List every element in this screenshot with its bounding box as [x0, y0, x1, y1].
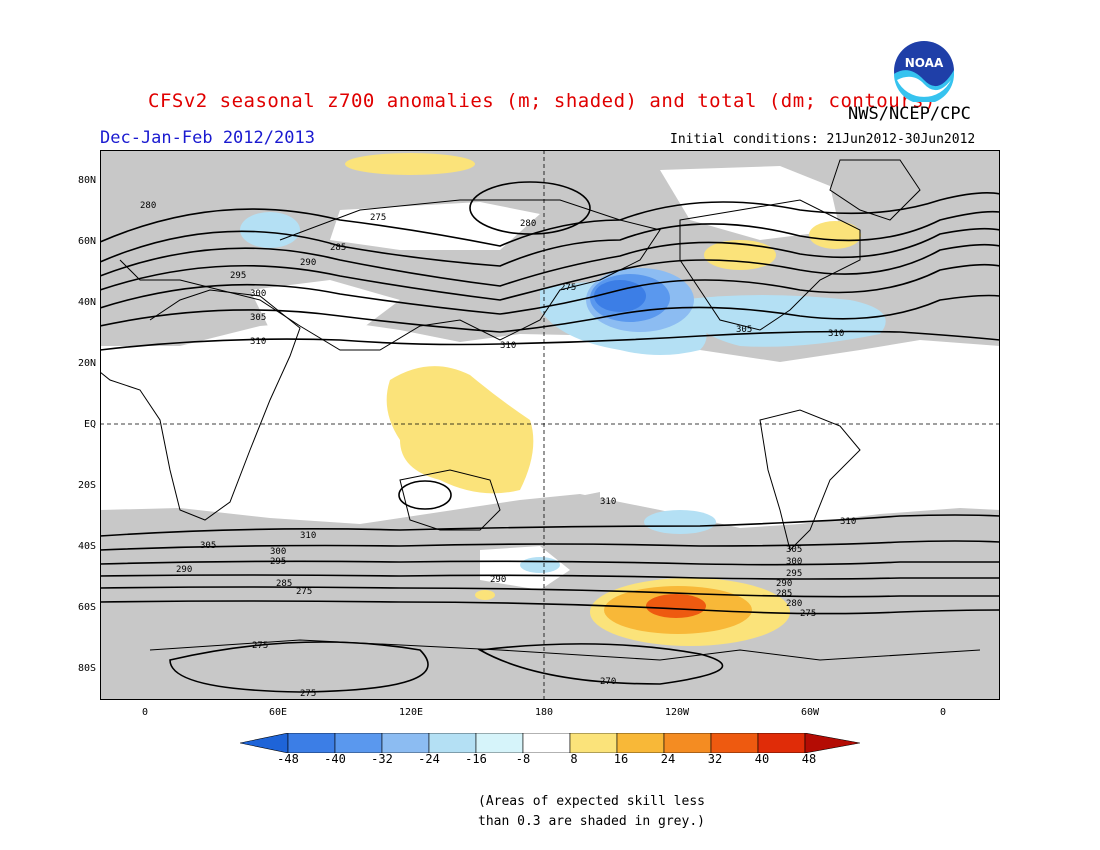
skill-note-line2: than 0.3 are shaded in grey.): [478, 814, 705, 829]
colorbar-label: 16: [613, 752, 629, 766]
anomaly-map: 280 275 280 285 290 295 300 305 310 310 …: [100, 150, 1000, 700]
lon-label: 180: [534, 707, 554, 718]
colorbar-label: 40: [754, 752, 770, 766]
skill-note: (Areas of expected skill less than 0.3 a…: [478, 792, 705, 832]
colorbar-segment: [475, 733, 524, 753]
contour-label: 280: [786, 599, 802, 609]
colorbar-label: -16: [465, 752, 487, 766]
colorbar-segment: [334, 733, 383, 753]
colorbar-label: 8: [570, 752, 578, 766]
contour-label: 300: [250, 289, 266, 299]
contour-label: 270: [600, 677, 616, 687]
colorbar-label: -48: [277, 752, 299, 766]
contour-label: 300: [270, 547, 286, 557]
contour-label: 300: [786, 557, 802, 567]
contour-label: 310: [828, 329, 844, 339]
colorbar-label: 48: [801, 752, 817, 766]
colorbar-label: 32: [707, 752, 723, 766]
contour-label: 310: [250, 337, 266, 347]
lat-label: 20S: [77, 480, 96, 491]
colorbar-segment: [240, 733, 289, 753]
contour-label: 305: [250, 313, 266, 323]
colorbar-label: -8: [515, 752, 531, 766]
reference-lines: [100, 150, 1000, 700]
colorbar-segment: [663, 733, 712, 753]
colorbar-segment: [804, 733, 860, 753]
contour-label: 310: [840, 517, 856, 527]
colorbar-segment: [569, 733, 618, 753]
noaa-logo: NOAA: [894, 41, 954, 102]
lat-label: 80S: [77, 663, 96, 674]
colorbar-label: 24: [660, 752, 676, 766]
lon-label: 0: [141, 707, 149, 718]
contour-label: 305: [200, 541, 216, 551]
contour-label: 280: [140, 201, 156, 211]
contour-label: 275: [800, 609, 816, 619]
height-contours: [100, 181, 1000, 693]
season-label: Dec-Jan-Feb 2012/2013: [100, 128, 315, 148]
lat-label: EQ: [83, 419, 96, 430]
colorbar-segment: [287, 733, 336, 753]
contour-label: 285: [330, 243, 346, 253]
organization-label: NWS/NCEP/CPC: [848, 104, 971, 124]
colorbar-segment: [616, 733, 665, 753]
colorbar-label: -24: [418, 752, 440, 766]
lon-label: 60E: [268, 707, 288, 718]
lat-label: 40N: [77, 297, 96, 308]
contour-label: 295: [270, 557, 286, 567]
contour-label: 310: [600, 497, 616, 507]
colorbar-label: -32: [371, 752, 393, 766]
lat-label: 60S: [77, 602, 96, 613]
contour-label: 285: [276, 579, 292, 589]
contour-label: 295: [786, 569, 802, 579]
lat-label: 60N: [77, 236, 96, 247]
lat-label: 80N: [77, 175, 96, 186]
contour-label: 310: [300, 531, 316, 541]
lon-label: 120E: [398, 707, 424, 718]
svg-text:NOAA: NOAA: [905, 56, 944, 70]
lon-label: 0: [939, 707, 947, 718]
colorbar-segment: [381, 733, 430, 753]
colorbar-segment: [710, 733, 759, 753]
contour-label: 305: [736, 325, 752, 335]
contour-label: 275: [252, 641, 268, 651]
contour-label: 290: [176, 565, 192, 575]
lon-label: 120W: [664, 707, 690, 718]
coastlines: [100, 159, 981, 661]
initial-conditions-label: Initial conditions: 21Jun2012-30Jun2012: [670, 132, 976, 147]
contour-label: 310: [500, 341, 516, 351]
contour-labels: 280 275 280 285 290 295 300 305 310 310 …: [140, 201, 856, 699]
contour-label: 280: [520, 219, 536, 229]
skill-note-line1: (Areas of expected skill less: [478, 794, 705, 809]
contour-label: 275: [370, 213, 386, 223]
colorbar-segment: [522, 733, 571, 753]
colorbar: [240, 733, 860, 753]
contour-label: 275: [300, 689, 316, 699]
anomaly-shading: [240, 153, 886, 646]
contour-label: 290: [490, 575, 506, 585]
contour-label: 290: [776, 579, 792, 589]
lat-label: 40S: [77, 541, 96, 552]
contour-label: 295: [230, 271, 246, 281]
map-title: CFSv2 seasonal z700 anomalies (m; shaded…: [148, 90, 936, 112]
lon-label: 60W: [800, 707, 820, 718]
colorbar-segment: [757, 733, 806, 753]
contour-label: 305: [786, 545, 802, 555]
colorbar-segment: [428, 733, 477, 753]
colorbar-label: -40: [324, 752, 346, 766]
contour-label: 275: [296, 587, 312, 597]
contour-label: 285: [776, 589, 792, 599]
contour-label: 290: [300, 258, 316, 268]
contour-label: 275: [560, 283, 576, 293]
lat-label: 20N: [77, 358, 96, 369]
